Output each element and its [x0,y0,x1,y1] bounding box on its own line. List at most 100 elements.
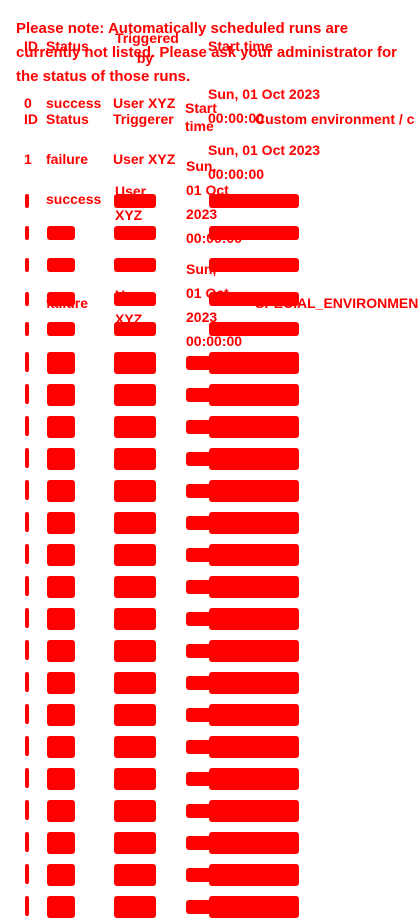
redacted-time-block [209,352,299,374]
redacted-id-mark [25,832,29,852]
row-status: success [46,95,102,111]
redacted-id-mark [25,352,29,372]
redacted-id-mark [25,544,29,564]
row-status: failure [46,151,89,167]
redacted-time-block [209,608,299,630]
header-id: ID [24,38,38,54]
mobile-label-id: ID [24,111,38,127]
redacted-user-block [114,576,156,598]
redacted-id-mark [25,608,29,628]
redacted-id-mark [25,896,29,916]
redacted-status-block [47,896,75,918]
redacted-time-block [209,640,299,662]
redacted-user-block [114,768,156,790]
row-id: 1 [24,151,32,167]
redacted-time-block [186,708,214,722]
redacted-status-block [47,416,75,438]
redacted-user-block [114,322,156,336]
redacted-id-mark [25,226,29,240]
redacted-user-block [114,384,156,406]
redacted-user-block [114,448,156,470]
row-id: 0 [24,95,32,111]
redacted-time-block [209,384,299,406]
redacted-time-block [209,864,299,886]
redacted-id-mark [25,448,29,468]
header-status: Status [46,38,89,54]
redacted-status-block [47,322,75,336]
row-triggerer: User XYZ [113,95,176,111]
redacted-time-block [186,804,214,818]
redacted-id-mark [25,800,29,820]
redacted-time-block [209,736,299,758]
redacted-time-block [186,516,214,530]
redacted-user-block [114,864,156,886]
redacted-status-block [47,292,75,306]
redacted-user-block [114,832,156,854]
redacted-time-block [186,868,214,882]
runs-note: Please note: Automatically scheduled run… [16,20,397,85]
row-start-time: Sun, 01 Oct 2023 00:00:00 [208,142,321,182]
mobile-label-status: Status [46,111,89,127]
redacted-user-block [114,226,156,240]
redacted-status-block [47,576,75,598]
redacted-id-mark [25,194,29,208]
redacted-id-mark [25,384,29,404]
redacted-id-mark [25,322,29,336]
redacted-time-block [186,612,214,626]
redacted-user-block [114,672,156,694]
redacted-user-block [114,800,156,822]
redacted-id-mark [25,258,29,272]
row-environment: Custom environment / c [255,111,415,127]
row-start-time: Sun, 01 Oct 2023 00:00:00 [186,261,243,349]
redacted-time-block [186,548,214,562]
redacted-time-block [209,896,299,918]
redacted-time-block [209,544,299,566]
redacted-time-block [209,480,299,502]
redacted-time-block [209,704,299,726]
redacted-time-block [186,484,214,498]
redacted-user-block [114,608,156,630]
redacted-id-mark [25,480,29,500]
redacted-user-block [114,258,156,272]
redacted-time-block [209,226,299,240]
redacted-time-block [209,322,299,336]
redacted-user-block [114,352,156,374]
redacted-user-block [114,416,156,438]
redacted-time-block [186,676,214,690]
redacted-time-block [209,832,299,854]
redacted-time-block [209,448,299,470]
redacted-id-mark [25,704,29,724]
redacted-id-mark [25,416,29,436]
redacted-time-block [186,772,214,786]
redacted-user-block [114,640,156,662]
redacted-time-block [209,800,299,822]
redacted-id-mark [25,768,29,788]
redacted-time-block [209,258,299,272]
redacted-status-block [47,800,75,822]
redacted-status-block [47,672,75,694]
mobile-label-triggerer: Triggerer [113,111,174,127]
redacted-user-block [114,512,156,534]
redacted-user-block [114,736,156,758]
redacted-status-block [47,608,75,630]
row-status: success [46,191,102,207]
redacted-user-block [114,194,156,208]
redacted-id-mark [25,864,29,884]
redacted-status-block [47,640,75,662]
redacted-status-block [47,864,75,886]
redacted-time-block [209,194,299,208]
redacted-time-block [186,388,214,402]
redacted-status-block [47,480,75,502]
redacted-time-block [186,356,214,370]
redacted-id-mark [25,292,29,306]
redacted-status-block [47,258,75,272]
mobile-label-start-time: Start time [185,100,217,134]
redacted-status-block [47,226,75,240]
redacted-status-block [47,512,75,534]
redacted-time-block [209,416,299,438]
redacted-id-mark [25,640,29,660]
redacted-id-mark [25,576,29,596]
redacted-id-mark [25,736,29,756]
redacted-status-block [47,768,75,790]
redacted-user-block [114,544,156,566]
